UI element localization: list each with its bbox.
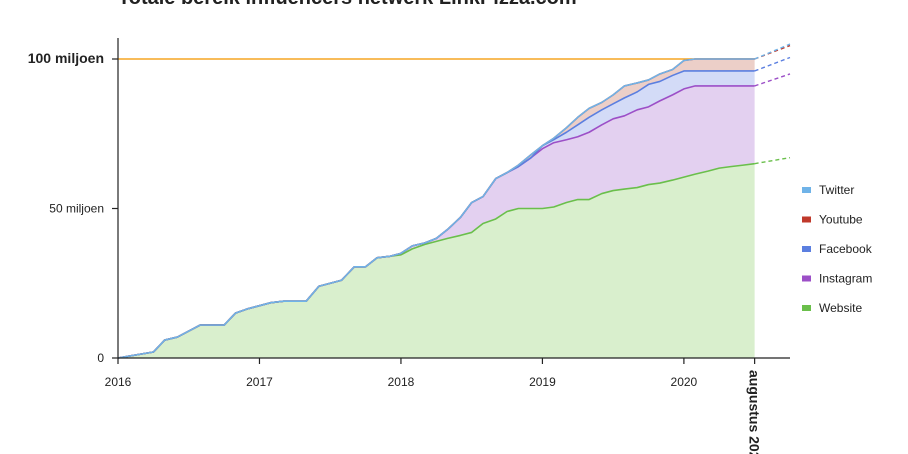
lines-layer <box>117 58 755 359</box>
legend-item-website: Website <box>802 301 862 315</box>
x-tick-label: 2019 <box>529 375 556 389</box>
projection-youtube <box>754 44 791 60</box>
x-tick-label: 2018 <box>388 375 415 389</box>
legend-item-facebook: Facebook <box>802 242 873 256</box>
area-website <box>118 163 755 358</box>
legend-item-twitter: Twitter <box>802 183 854 197</box>
legend-label: Facebook <box>819 242 873 256</box>
x-tick-label: 2020 <box>671 375 698 389</box>
end-annotation-label: augustus 2020 <box>747 370 763 454</box>
legend-swatch <box>802 275 811 282</box>
chart-title: Totale bereik influencers netwerk LinkPi… <box>118 0 577 9</box>
legend-label: Website <box>819 301 862 315</box>
projection-layer <box>754 43 791 165</box>
legend-swatch <box>802 305 811 311</box>
projection-facebook <box>754 56 791 72</box>
legend-label: Twitter <box>819 183 854 197</box>
legend-swatch <box>802 216 811 223</box>
projection-website <box>754 156 791 165</box>
legend-label: Instagram <box>819 272 872 286</box>
legend-item-instagram: Instagram <box>802 272 872 286</box>
axes-layer: 0 50 miljoen 100 miljoen 2016 2017 2018 2019 20… <box>28 38 790 454</box>
legend-item-youtube: Youtube <box>802 213 863 227</box>
legend-swatch <box>802 187 811 193</box>
y-tick-label: 0 <box>97 351 104 365</box>
projection-instagram <box>754 73 791 87</box>
legend-swatch <box>802 246 811 252</box>
line-twitter <box>117 58 755 359</box>
projection-twitter <box>754 43 791 60</box>
legend-label: Youtube <box>819 213 863 227</box>
y-tick-label: 100 miljoen <box>28 50 104 66</box>
area-instagram <box>118 85 755 358</box>
x-tick-label: 2016 <box>105 375 132 389</box>
y-tick-label: 50 miljoen <box>49 202 104 216</box>
x-tick-label: 2017 <box>246 375 273 389</box>
legend: Twitter Youtube Facebook Instagram Website <box>802 183 873 315</box>
areas-layer <box>118 58 755 359</box>
